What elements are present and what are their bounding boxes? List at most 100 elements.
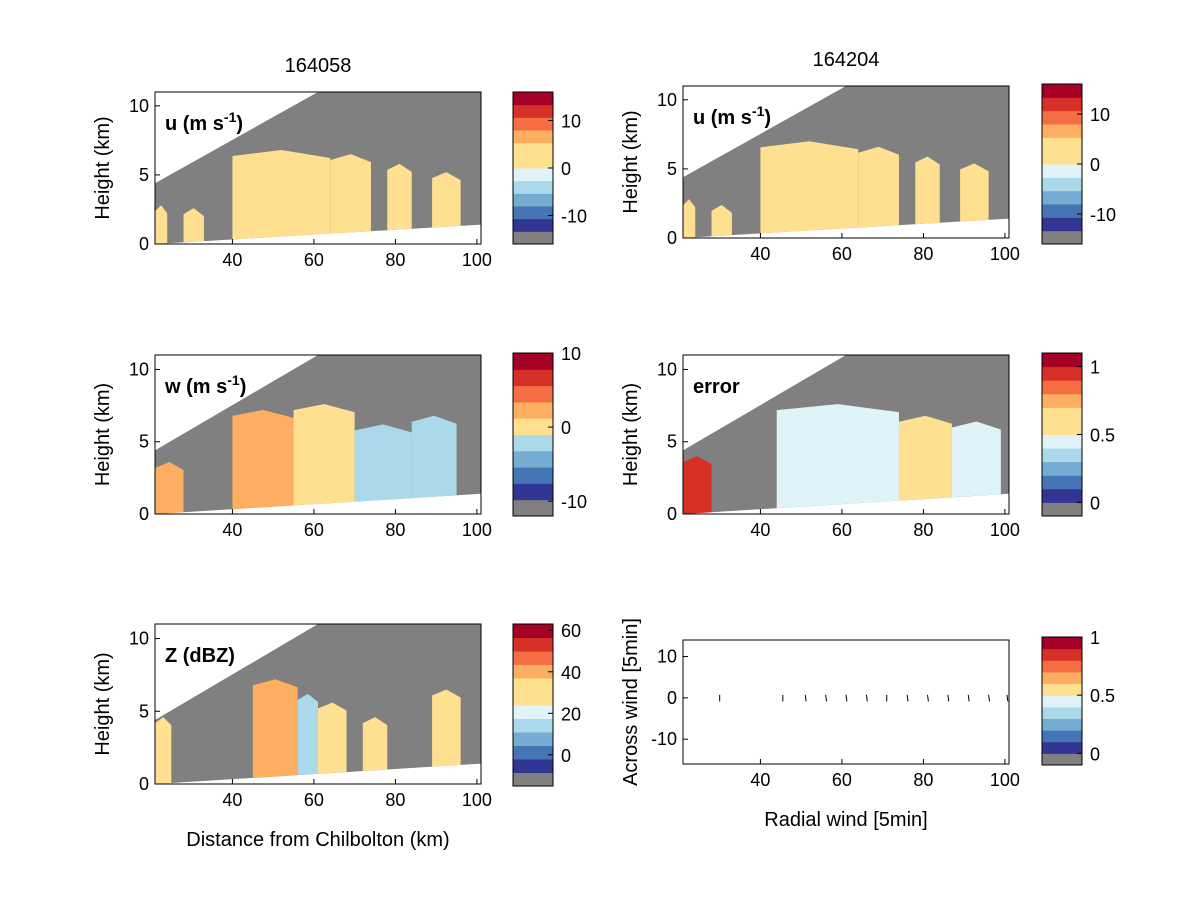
colorbar-segment [513,705,553,719]
colorbar-tick-label: 1 [1090,358,1100,378]
colorbar-tick-label: 10 [561,112,581,132]
colorbar-segment [513,624,553,638]
x-tick-label: 40 [222,520,242,540]
axes-box [154,91,482,245]
y-tick-label: 5 [667,159,677,179]
panel-label: Z (dBZ) [165,645,235,667]
x-tick-label: 100 [990,520,1020,540]
x-tick-label: 80 [385,520,405,540]
wind-arrow [906,694,909,702]
panel-w-164058: 40 60 80 100 0 5 10 Height (km) w (m s-1) -10 0 10 [92,344,587,540]
x-tick-label: 100 [990,770,1020,790]
data-column [432,689,461,767]
colorbar-segment [513,745,553,760]
colorbar-segment [1042,124,1082,138]
y-tick-label: -10 [651,729,677,749]
colorbar-segment [1042,190,1082,205]
colorbar-tick-label: 20 [561,704,581,724]
colorbar-segment [513,450,553,468]
colorbar-frame [1041,636,1083,766]
wind-arrow [1006,694,1009,702]
panel-Z-164058: 40 60 80 100 0 5 10 Height (km) Distance from Ch… [92,621,581,851]
colorbar-tick-label: 0 [1090,744,1100,764]
colorbar-tick-label: 1 [1090,628,1100,648]
data-column [760,141,859,234]
colorbar-segment [513,651,553,665]
colorbar-segment [1042,660,1082,673]
colorbar-segment [513,385,553,403]
y-tick-label: 0 [667,228,677,248]
x-tick-label: 60 [832,520,852,540]
colorbar-segment [1042,150,1082,165]
colorbar-segment [1042,718,1082,731]
colorbar-segment [1042,204,1082,218]
data-column [155,205,168,244]
data-column [252,679,298,778]
x-tick-label: 100 [990,244,1020,264]
colorbar-tick-label: 10 [1090,105,1110,125]
colorbar-segment [513,483,553,501]
axes-box [682,85,1010,239]
wind-arrow [825,694,828,702]
x-tick-label: 80 [913,770,933,790]
data-column [683,456,712,514]
panel-label: error [693,376,740,398]
x-tick-label: 60 [304,250,324,270]
colorbar-segment [1042,110,1082,125]
colorbar-tick-label: -10 [561,492,587,512]
data-column [354,424,412,502]
data-column [411,415,457,499]
y-tick-label: 10 [657,359,677,379]
panel-label-main: u (m s [693,107,752,129]
panel-label: w (m s-1) [164,372,246,398]
colorbar-segment [513,193,553,207]
data-column [232,150,331,240]
panel-u-164058: 40 60 80 100 0 5 10 Height (km) u (m s-1) -10 0 10 [92,91,587,270]
colorbar-segment [1042,730,1082,743]
colorbar-segment [513,772,553,787]
colorbar-segment [1042,84,1082,98]
colorbar-tick-label: 40 [561,663,581,683]
colorbar-segment [513,759,553,773]
colorbar-segment [1042,217,1082,232]
y-tick-label: 5 [139,165,149,185]
colorbar-frame [512,623,554,787]
y-tick-label: 0 [139,774,149,794]
wind-arrow [988,694,991,702]
colorbar-segment [1042,695,1082,708]
y-tick-label: 0 [667,504,677,524]
colorbar-segment [513,206,553,220]
colorbar-segment [1042,164,1082,178]
data-column [858,146,899,228]
data-column [776,404,899,509]
colorbar-segment [513,231,553,245]
x-tick-label: 40 [750,244,770,264]
data-column [362,717,388,772]
x-tick-label: 60 [304,520,324,540]
y-tick-label: 5 [667,432,677,452]
colorbar-segment [1042,407,1082,422]
colorbar-segment [513,678,553,692]
colorbar-segment [513,92,553,106]
data-column [183,208,204,243]
data-column [155,717,172,784]
panel-label-superscript: -1 [752,103,765,119]
data-column [232,409,294,510]
data-column [683,199,696,238]
y-tick-label: 5 [139,701,149,721]
colorbar-segment [513,142,553,156]
x-tick-label: 40 [222,790,242,810]
wind-arrow [967,694,970,702]
colorbar-segment [513,168,553,182]
y-tick-label: 10 [657,90,677,110]
colorbar-tick-label: 0.5 [1090,686,1115,706]
data-column [432,172,461,228]
axes-box [682,639,1010,765]
colorbar-segment [513,418,553,435]
x-tick-label: 60 [832,244,852,264]
axes-box [154,354,482,515]
colorbar-segment [1042,648,1082,661]
y-tick-label: 5 [139,432,149,452]
y-tick-label: 10 [129,629,149,649]
